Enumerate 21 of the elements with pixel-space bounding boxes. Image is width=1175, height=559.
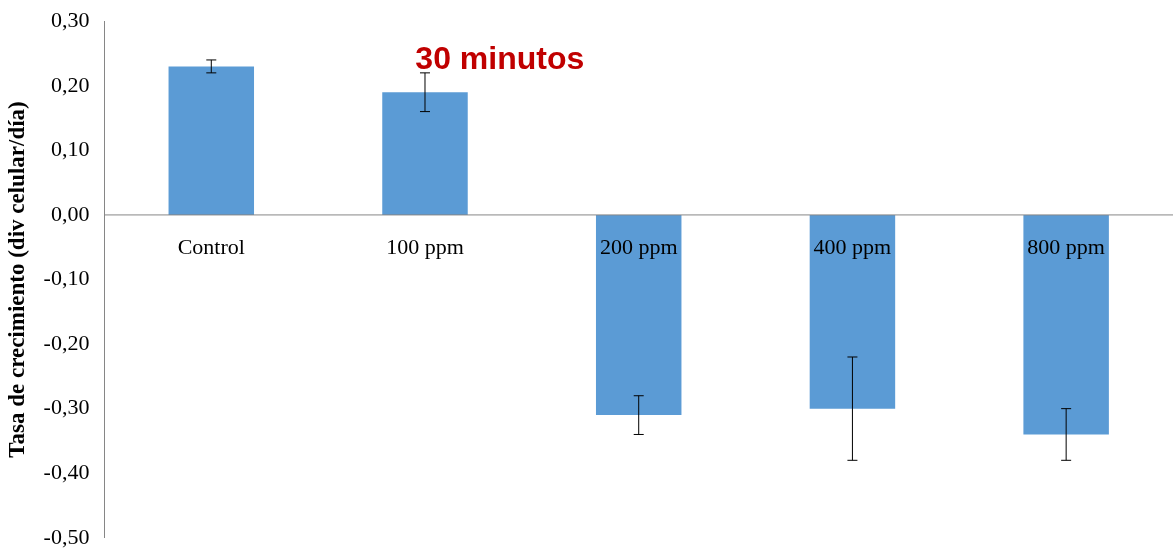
x-tick-label: 800 ppm xyxy=(1027,233,1105,259)
y-tick-label: 0,00 xyxy=(50,200,90,226)
y-axis-title: Tasa de crecimiento (div celular/día) xyxy=(3,101,29,458)
y-tick-label: 0,10 xyxy=(50,136,90,162)
x-tick-label: 200 ppm xyxy=(599,233,678,259)
y-tick-label: -0,50 xyxy=(43,523,90,549)
y-tick-label: -0,20 xyxy=(43,329,90,355)
bar xyxy=(809,214,896,409)
bar xyxy=(168,66,255,215)
y-tick-label: -0,30 xyxy=(43,394,90,420)
y-tick-label: -0,10 xyxy=(43,265,90,291)
text: 30 minutos xyxy=(415,39,585,76)
x-tick-label: 400 ppm xyxy=(813,233,892,259)
x-tick-label: Control xyxy=(177,233,245,259)
bar xyxy=(595,214,682,416)
y-tick-label: 0,30 xyxy=(50,6,90,32)
y-tick-label: -0,40 xyxy=(43,459,90,485)
bar xyxy=(1023,214,1109,435)
x-tick-label: 100 ppm xyxy=(386,233,464,259)
bar xyxy=(382,92,468,215)
y-tick-label: 0,20 xyxy=(50,71,90,97)
